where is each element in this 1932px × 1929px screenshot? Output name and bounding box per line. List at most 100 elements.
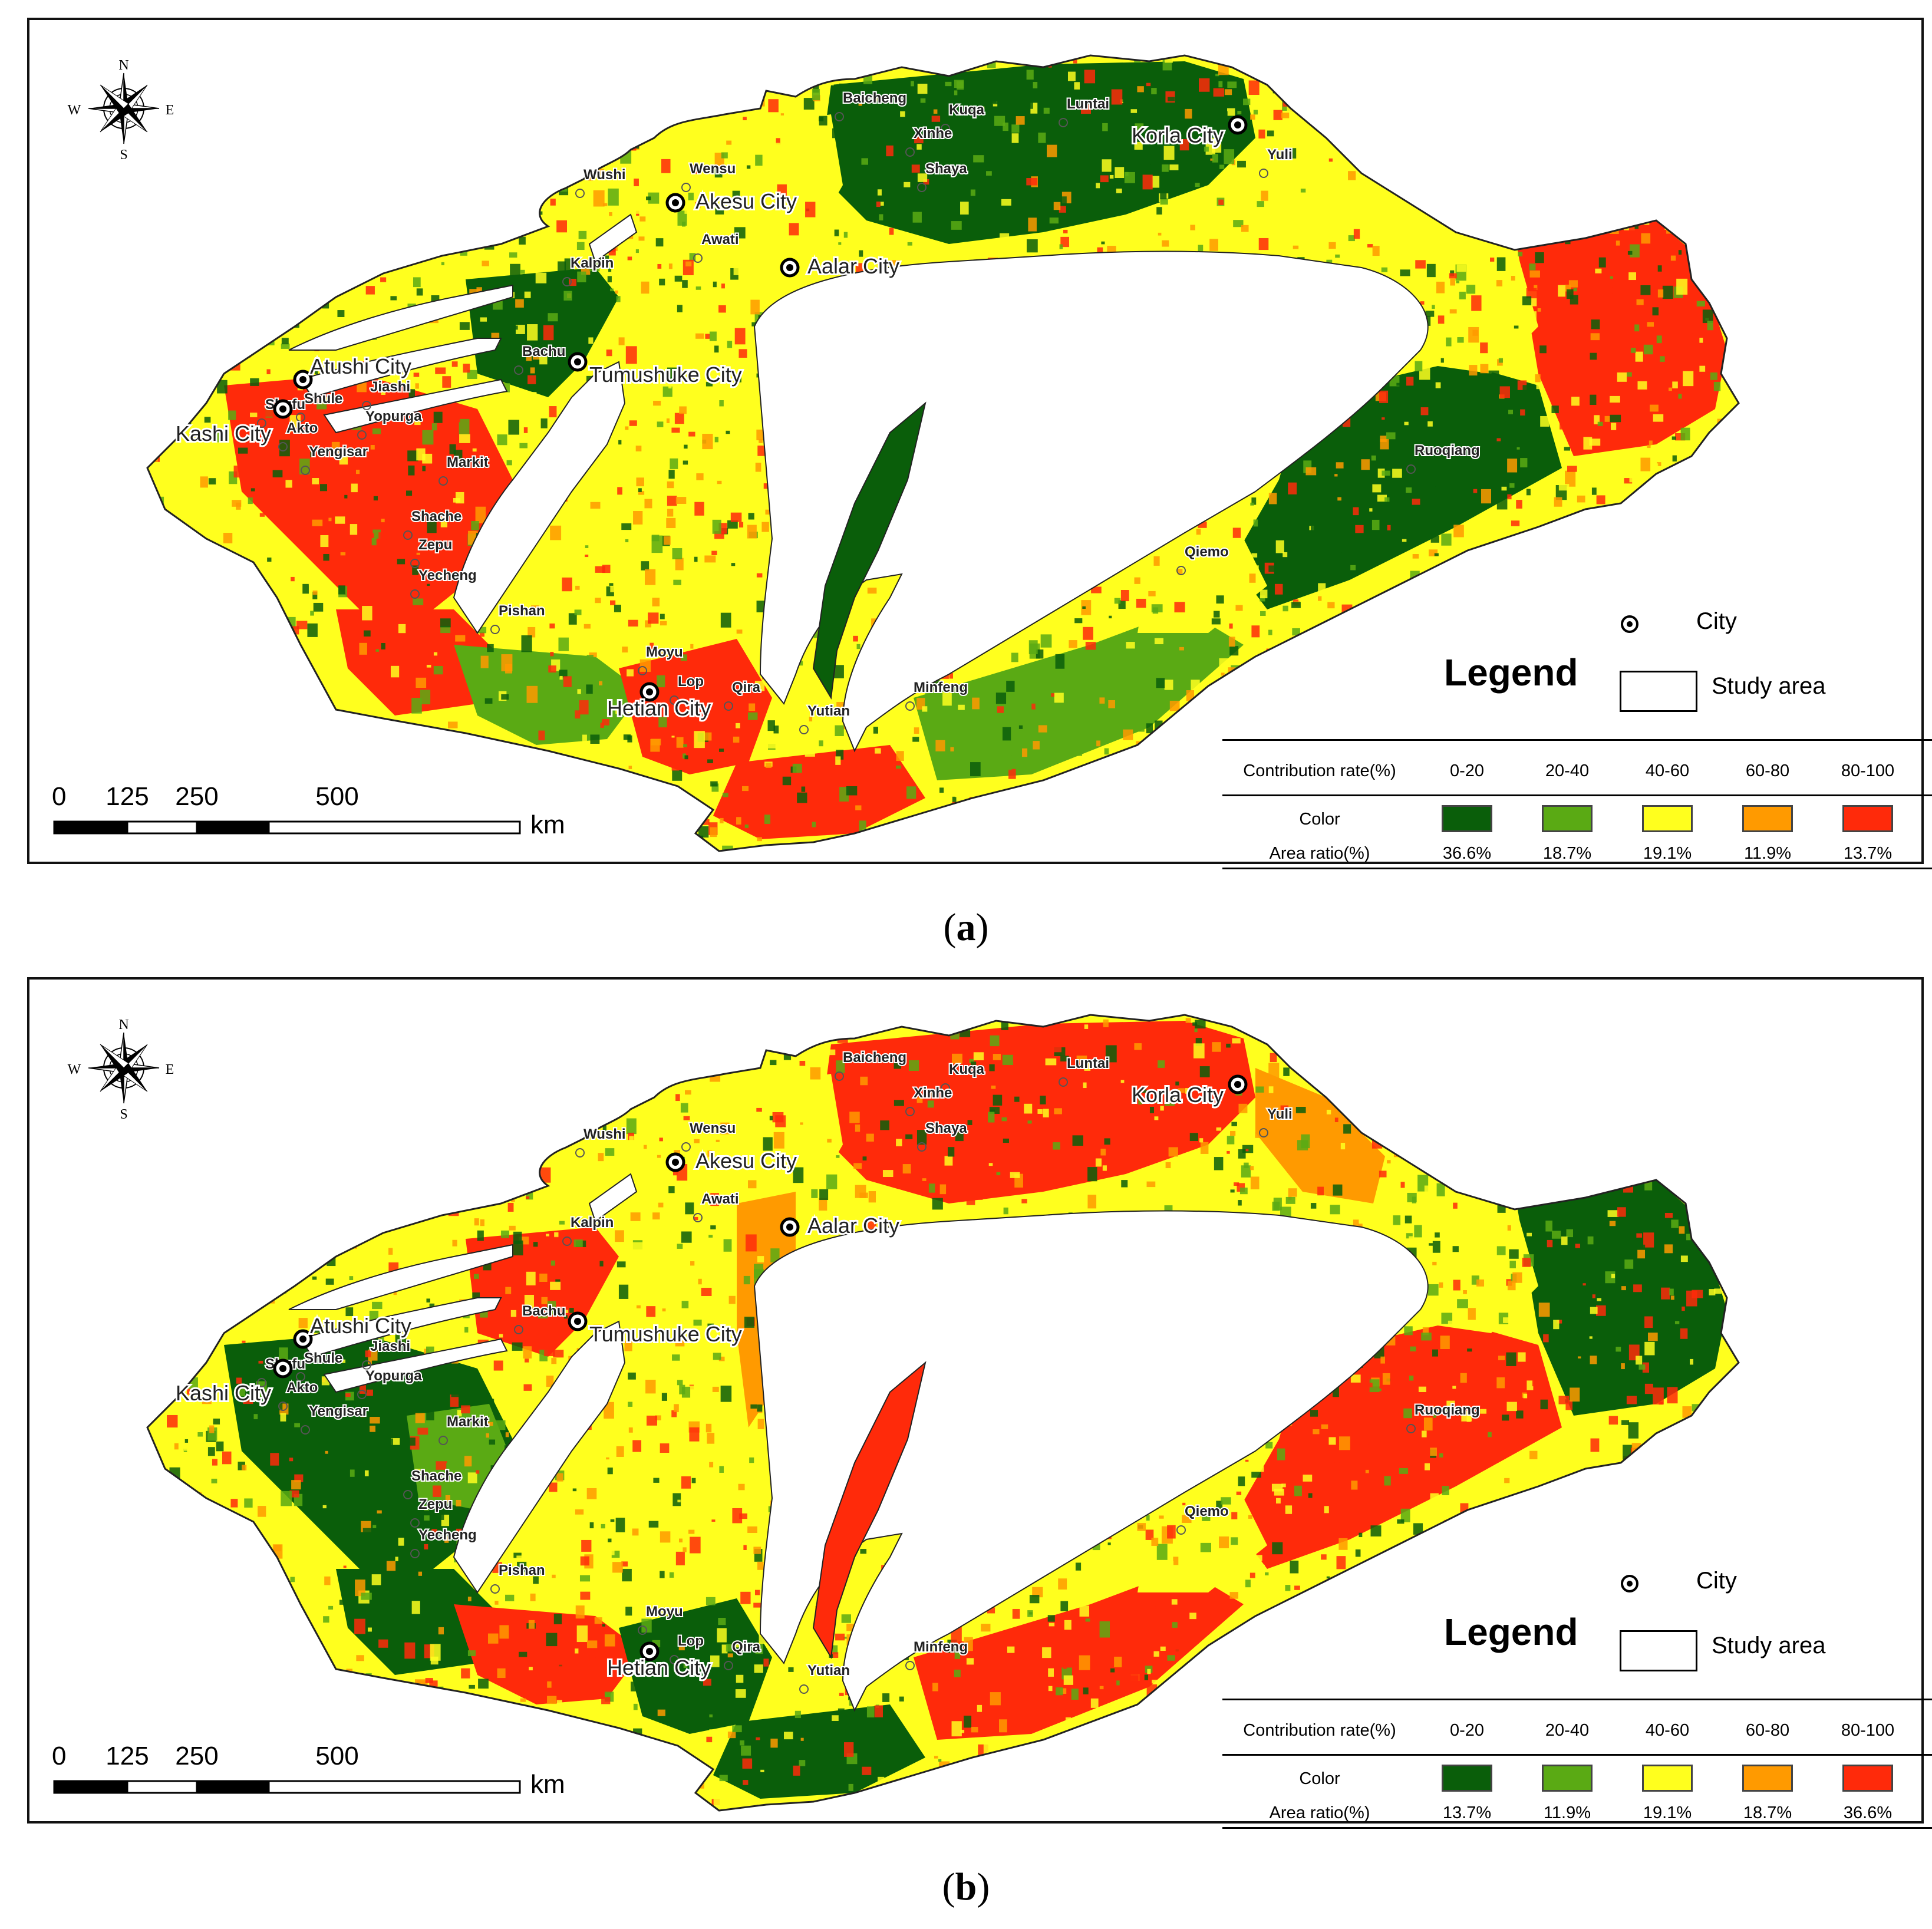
- county-marker-icon: [296, 1372, 305, 1381]
- county-label: Yopurga: [365, 1368, 422, 1384]
- county-label: Baicheng: [843, 1050, 906, 1066]
- city-label: Kashi City: [176, 1381, 271, 1405]
- area-ratio-value: 36.6%: [1843, 1803, 1893, 1822]
- county-marker-icon: [575, 189, 585, 198]
- class-swatch-0-20: [1442, 1765, 1492, 1792]
- county-marker-icon: [799, 725, 809, 734]
- caption-a: (a): [943, 906, 989, 949]
- county-label: Kalpin: [571, 255, 614, 271]
- county-marker-icon: [490, 1584, 500, 1594]
- compass-letter-w: W: [68, 1062, 81, 1077]
- county-marker-icon: [905, 701, 915, 711]
- county-marker-icon: [439, 476, 448, 486]
- city-symbol-icon: [1621, 615, 1638, 633]
- desert-holes: [288, 1173, 1429, 1712]
- county-marker-icon: [693, 1213, 703, 1222]
- county-marker-icon: [562, 277, 572, 286]
- county-label: Minfeng: [914, 1639, 968, 1655]
- legend-city-label: City: [1696, 608, 1737, 634]
- class-label-60-80: 60-80: [1745, 1721, 1790, 1740]
- county-marker-icon: [799, 1684, 809, 1694]
- scale-bar: 0 125 250 500 km: [52, 1742, 565, 1799]
- study-area-outline: [146, 1014, 1740, 1812]
- county-layer: Baicheng Kuqa Luntai Xinhe Shaya Wensu Wushi Aw…: [257, 89, 1481, 734]
- compass-letter-e: E: [166, 103, 174, 118]
- class-swatch-20-40: [1542, 1765, 1593, 1792]
- city-marker-dot: [279, 1365, 286, 1372]
- county-label: Zepu: [418, 537, 452, 553]
- county-label: Yecheng: [418, 568, 477, 583]
- class-swatch-40-60: [1642, 1765, 1693, 1792]
- class-swatch-80-100: [1842, 1765, 1893, 1792]
- class-label-0-20: 0-20: [1449, 761, 1485, 780]
- scale-tick-label: 250: [175, 782, 218, 811]
- county-marker-icon: [941, 1083, 950, 1093]
- compass-letter-s: S: [120, 1107, 127, 1122]
- county-marker-icon: [562, 1236, 572, 1246]
- county-label: Shule: [304, 391, 342, 407]
- county-marker-icon: [670, 1655, 679, 1664]
- class-region: [619, 1598, 772, 1734]
- county-label: Markit: [447, 1414, 489, 1430]
- area-ratio-value: 11.9%: [1743, 844, 1792, 863]
- class-region: [336, 1569, 501, 1675]
- county-marker-icon: [514, 365, 523, 375]
- county-marker-icon: [403, 1490, 413, 1499]
- county-label: Kuqa: [949, 1061, 985, 1077]
- county-label: Wushi: [583, 167, 626, 183]
- county-marker-icon: [638, 1625, 647, 1635]
- county-label: Luntai: [1067, 1056, 1109, 1071]
- class-region: [224, 374, 513, 621]
- city-marker-dot: [672, 199, 679, 206]
- county-label: Shache: [411, 1468, 461, 1484]
- class-swatch-0-20: [1442, 805, 1492, 832]
- county-label: Bachu: [522, 344, 565, 360]
- area-ratio-label: Area ratio(%): [1269, 844, 1370, 863]
- legend-rule-mid: [1222, 1754, 1932, 1756]
- legend-study-area-label: Study area: [1712, 1633, 1826, 1658]
- compass-letter-s: S: [120, 147, 127, 163]
- area-ratio-value: 11.9%: [1543, 1803, 1591, 1822]
- county-marker-icon: [835, 112, 844, 121]
- county-label: Awati: [701, 232, 739, 248]
- map-canvas-a: Baicheng Kuqa Luntai Xinhe Shaya Wensu Wushi Aw…: [52, 54, 1740, 852]
- city-marker-dot: [299, 376, 306, 383]
- area-ratio-value: 13.7%: [1442, 1803, 1492, 1822]
- caption-letter-b: b: [955, 1865, 977, 1908]
- contribution-rate-label: Contribution rate(%): [1243, 1721, 1396, 1740]
- raster-layer: [147, 55, 1739, 851]
- scale-tick-label: 0: [52, 782, 66, 811]
- city-label: Hetian City: [607, 1656, 711, 1680]
- map-panel-a: Baicheng Kuqa Luntai Xinhe Shaya Wensu Wushi Aw…: [27, 18, 1932, 869]
- city-marker-dot: [1234, 1081, 1241, 1088]
- county-marker-icon: [1259, 1128, 1268, 1137]
- county-label: Yengisar: [309, 444, 368, 460]
- county-label: Jiashi: [370, 379, 410, 395]
- county-label: Yopurga: [365, 408, 422, 424]
- county-label: Luntai: [1067, 96, 1109, 112]
- legend-title: Legend: [1444, 651, 1578, 694]
- county-label: Zepu: [418, 1496, 452, 1512]
- county-marker-icon: [917, 1142, 927, 1152]
- county-label: Lop: [678, 674, 704, 690]
- class-region: [819, 1021, 1255, 1203]
- class-label-80-100: 80-100: [1841, 761, 1895, 780]
- city-label: Tumushuke City: [589, 1322, 742, 1346]
- class-region: [1255, 108, 1385, 244]
- legend-rule-mid: [1222, 794, 1932, 796]
- county-marker-icon: [670, 695, 679, 705]
- county-marker-icon: [257, 418, 266, 428]
- county-marker-icon: [301, 466, 310, 475]
- county-layer: Baicheng Kuqa Luntai Xinhe Shaya Wensu Wushi Aw…: [257, 1048, 1481, 1694]
- county-marker-icon: [638, 666, 647, 675]
- city-marker-dot: [646, 688, 653, 695]
- color-row-label: Color: [1299, 810, 1340, 829]
- county-label: Minfeng: [914, 680, 968, 695]
- county-marker-icon: [575, 1148, 585, 1158]
- county-label: Jiashi: [370, 1338, 410, 1354]
- county-label: Xinhe: [914, 126, 952, 141]
- class-region: [914, 609, 1244, 780]
- legend-rule-bottom: [1222, 868, 1932, 869]
- county-marker-icon: [835, 1071, 844, 1081]
- county-marker-icon: [278, 1402, 288, 1411]
